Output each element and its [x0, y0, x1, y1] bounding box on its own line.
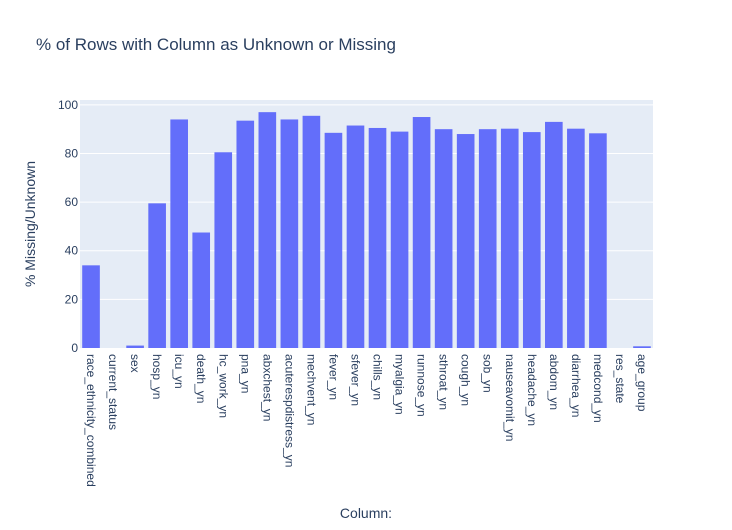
x-tick-label: race_ethnicity_combined: [84, 354, 98, 487]
x-tick-label: death_yn: [194, 354, 208, 403]
bar-nauseavomit_yn: [500, 128, 519, 348]
x-tick-label: age_group: [635, 354, 649, 412]
bar-fever_yn: [324, 132, 343, 348]
bar-abdom_yn: [545, 121, 563, 348]
bar-runnose_yn: [412, 117, 431, 348]
bar-race_ethnicity_combined: [82, 265, 100, 348]
x-tick-label: sex: [128, 354, 142, 373]
x-tick-labels: race_ethnicity_combined current_status sex…: [84, 354, 649, 487]
bar-hosp_yn: [148, 203, 166, 348]
bar-sfever_yn: [346, 125, 365, 348]
x-tick-label: runnose_yn: [415, 354, 429, 417]
x-tick-label: medcond_yn: [591, 354, 605, 423]
x-tick-label: myalgia_yn: [393, 354, 407, 415]
bar-diarrhea_yn: [567, 128, 585, 348]
bar-headache_yn: [522, 132, 541, 348]
x-tick-label: sfever_yn: [348, 354, 362, 406]
bar-acuterespdistress_yn: [280, 119, 299, 348]
bar-medcond_yn: [589, 133, 607, 348]
x-axis-title: Column:: [340, 505, 392, 521]
y-tick-label: 60: [65, 195, 79, 209]
x-tick-label: acuterespdistress_yn: [282, 354, 296, 467]
x-tick-label: chills_yn: [371, 354, 385, 400]
bar-sthroat_yn: [434, 129, 453, 348]
x-tick-label: res_state: [613, 354, 627, 404]
x-tick-label: diarrhea_yn: [569, 354, 583, 417]
x-tick-label: abxchest_yn: [260, 354, 274, 421]
bar-icu_yn: [170, 119, 188, 348]
y-tick-label: 100: [58, 98, 78, 112]
y-tick-label: 80: [65, 146, 79, 160]
y-tick-labels: 0 20 40 60 80 100: [58, 98, 78, 355]
y-tick-label: 0: [71, 341, 78, 355]
x-tick-label: hosp_yn: [150, 354, 164, 399]
bars: [82, 112, 651, 349]
x-tick-label: pna_yn: [238, 354, 252, 393]
y-tick-label: 20: [65, 292, 79, 306]
bar-sex: [126, 345, 144, 348]
y-axis-title: % Missing/Unknown: [22, 161, 38, 287]
bar-myalgia_yn: [390, 131, 409, 348]
x-tick-label: hc_work_yn: [216, 354, 230, 418]
x-tick-label: current_status: [106, 354, 120, 430]
bar-cough_yn: [456, 134, 475, 348]
x-tick-label: cough_yn: [459, 354, 473, 406]
bar-chills_yn: [368, 127, 387, 348]
x-tick-label: abdom_yn: [547, 354, 561, 410]
bar-hc_work_yn: [214, 152, 233, 348]
x-tick-label: mechvent_yn: [304, 354, 318, 425]
y-tick-label: 40: [65, 244, 79, 258]
bar-death_yn: [192, 232, 211, 348]
chart-title: % of Rows with Column as Unknown or Miss…: [36, 35, 396, 54]
bar-sob_yn: [478, 129, 497, 348]
bar-pna_yn: [236, 120, 255, 349]
x-tick-label: nauseavomit_yn: [503, 354, 517, 441]
bar-mechvent_yn: [302, 115, 321, 348]
bar-abxchest_yn: [258, 112, 277, 348]
x-tick-label: headache_yn: [525, 354, 539, 426]
x-tick-label: fever_yn: [326, 354, 340, 400]
x-tick-label: sob_yn: [481, 354, 495, 393]
x-tick-label: sthroat_yn: [437, 354, 451, 410]
x-tick-label: icu_yn: [172, 354, 186, 389]
bar-age_group: [633, 346, 651, 348]
